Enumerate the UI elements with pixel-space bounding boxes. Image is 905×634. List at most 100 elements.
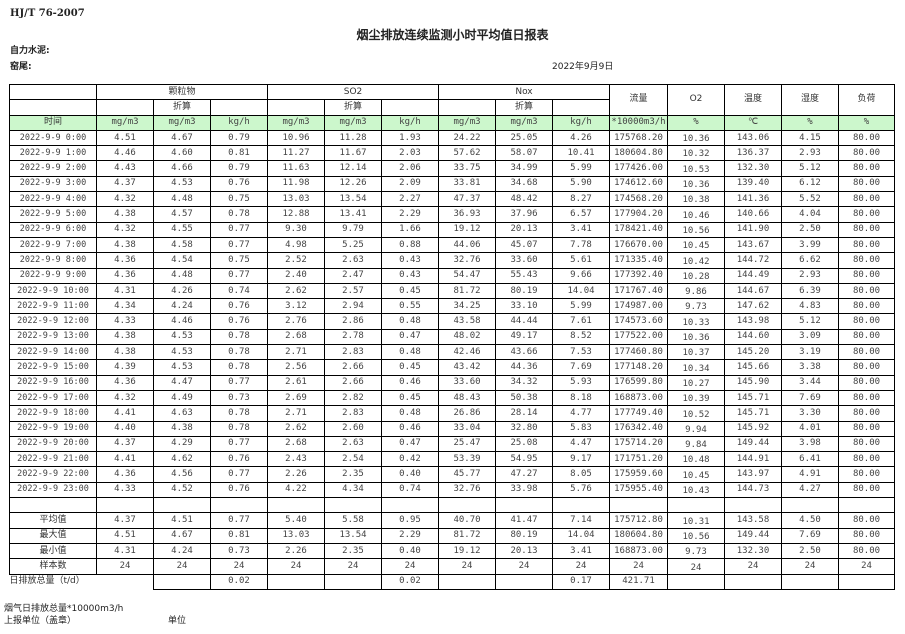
value-cell: 177426.00: [609, 160, 668, 177]
value-cell: 0.77: [210, 236, 268, 254]
value-cell: 48.42: [495, 191, 553, 208]
value-cell: 54.47: [438, 267, 496, 284]
time-cell: 2022-9-9 15:00: [9, 359, 97, 376]
table-row: 2022-9-9 0:00 4.51 4.67 0.79 10.96 11.28 1.93 2…: [9, 129, 895, 147]
value-cell: 4.40: [96, 420, 154, 437]
time-cell: 2022-9-9 16:00: [9, 374, 97, 391]
value-cell: 10.45: [667, 466, 725, 483]
value-cell: 2.47: [324, 267, 382, 284]
stat-value: 24: [552, 558, 610, 575]
daily-total-value: 0.17: [552, 573, 610, 590]
value-cell: 4.37: [96, 175, 154, 193]
value-cell: 0.46: [381, 420, 439, 437]
value-cell: 32.76: [438, 252, 496, 269]
value-cell: 4.77: [552, 405, 610, 422]
value-cell: 80.00: [838, 236, 895, 254]
value-cell: 178421.40: [609, 221, 668, 238]
value-cell: 4.66: [153, 160, 211, 177]
column-header: 流量: [609, 84, 668, 116]
value-cell: 3.44: [781, 374, 839, 391]
value-cell: 2.66: [324, 359, 382, 376]
stat-value: 4.67: [153, 527, 211, 544]
table-row: 2022-9-9 8:00 4.36 4.54 0.75 2.52 2.63 0.43 32.…: [9, 252, 895, 269]
value-cell: 11.63: [267, 160, 325, 177]
value-cell: 80.00: [838, 328, 895, 346]
column-header: O2: [667, 84, 725, 116]
time-cell: 2022-9-9 17:00: [9, 389, 97, 407]
value-cell: 0.45: [381, 359, 439, 376]
value-cell: 47.37: [438, 191, 496, 208]
value-cell: 144.60: [724, 328, 782, 346]
value-cell: 174573.60: [609, 313, 668, 330]
value-cell: 2.68: [267, 435, 325, 453]
stat-value: 24: [267, 558, 325, 575]
value-cell: 80.00: [838, 466, 895, 483]
empty-cell: [267, 497, 325, 514]
value-cell: 177904.20: [609, 206, 668, 223]
stat-value: 24: [96, 558, 154, 575]
unit-header: ℃: [724, 114, 782, 131]
value-cell: 4.38: [153, 420, 211, 437]
column-header: 温度: [724, 84, 782, 116]
value-cell: 4.83: [781, 298, 839, 315]
value-cell: 0.75: [210, 252, 268, 269]
kiln-label: 窑尾:: [10, 62, 32, 72]
value-cell: 2.93: [781, 267, 839, 284]
table-row: 2022-9-9 13:00 4.38 4.53 0.78 2.68 2.78 0.47 48…: [9, 328, 895, 346]
value-cell: 80.00: [838, 252, 895, 269]
stat-value: 24: [838, 558, 895, 575]
value-cell: 4.22: [267, 481, 325, 499]
value-cell: 80.00: [838, 282, 895, 300]
stat-label: 最小值: [9, 542, 97, 560]
stat-value: 10.31: [667, 512, 725, 529]
value-cell: 33.04: [438, 420, 496, 437]
value-cell: 4.58: [153, 236, 211, 254]
value-cell: 7.53: [552, 344, 610, 361]
table-row: 2022-9-9 19:00 4.40 4.38 0.78 2.62 2.60 0.46 33…: [9, 420, 895, 437]
stat-value: 24: [667, 558, 725, 575]
value-cell: 171335.40: [609, 252, 668, 269]
value-cell: 0.77: [210, 374, 268, 391]
value-cell: 0.45: [381, 389, 439, 407]
value-cell: 10.96: [267, 129, 325, 147]
value-cell: 168873.00: [609, 389, 668, 407]
daily-total-value: [267, 573, 325, 590]
empty-cell: [210, 497, 268, 514]
value-cell: 32.80: [495, 420, 553, 437]
value-cell: 5.25: [324, 236, 382, 254]
stat-value: 143.58: [724, 512, 782, 529]
value-cell: 37.96: [495, 206, 553, 223]
value-cell: 5.99: [552, 160, 610, 177]
value-cell: 9.79: [324, 221, 382, 238]
table-row: 2022-9-9 17:00 4.32 4.49 0.73 2.69 2.82 0.45 48…: [9, 389, 895, 407]
value-cell: 0.48: [381, 313, 439, 330]
value-cell: 174612.60: [609, 175, 668, 193]
time-cell: 2022-9-9 18:00: [9, 405, 97, 422]
value-cell: 174568.20: [609, 191, 668, 208]
value-cell: 0.43: [381, 267, 439, 284]
value-cell: 5.61: [552, 252, 610, 269]
value-cell: 10.32: [667, 145, 725, 162]
stat-value: 80.00: [838, 512, 895, 529]
value-cell: 4.46: [153, 313, 211, 330]
empty-cell: [381, 497, 439, 514]
value-cell: 80.00: [838, 129, 895, 147]
stat-value: 40.70: [438, 512, 496, 529]
value-cell: 3.09: [781, 328, 839, 346]
daily-total-value: [724, 573, 782, 590]
value-cell: 10.56: [667, 221, 725, 238]
unit-header: mg/m3: [438, 114, 496, 131]
value-cell: 175714.20: [609, 435, 668, 453]
value-cell: 9.66: [552, 267, 610, 284]
value-cell: 0.76: [210, 313, 268, 330]
time-cell: 2022-9-9 12:00: [9, 313, 97, 330]
value-cell: 145.71: [724, 389, 782, 407]
value-cell: 10.48: [667, 451, 725, 468]
stat-value: 149.44: [724, 527, 782, 544]
empty-cell: [781, 497, 839, 514]
stat-value: 2.50: [781, 542, 839, 560]
empty-row: [9, 497, 895, 514]
value-cell: 2.40: [267, 267, 325, 284]
header-row-groups: 颗粒物 SO2 Nox 流量 O2 温度 湿度 负荷: [9, 83, 895, 116]
time-cell: 2022-9-9 19:00: [9, 420, 97, 437]
